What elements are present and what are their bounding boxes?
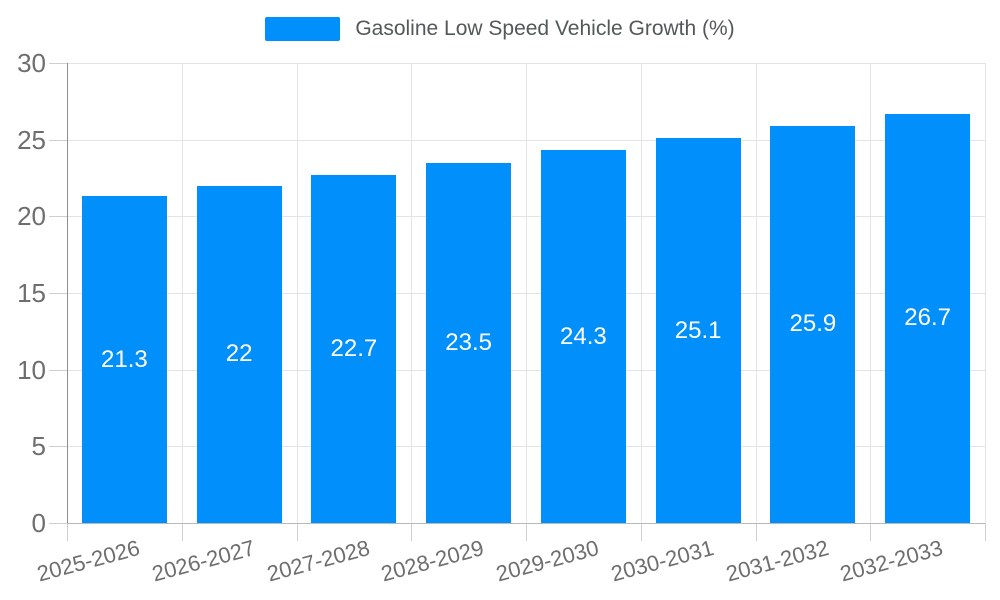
y-tick-label: 5 bbox=[31, 431, 46, 462]
bar-value-label: 23.5 bbox=[445, 328, 492, 356]
gridline-vertical bbox=[755, 63, 757, 523]
y-axis-tick bbox=[49, 63, 67, 64]
y-axis-tick bbox=[49, 216, 67, 218]
x-tick-label: 2032-2033 bbox=[837, 535, 946, 587]
y-axis-tick bbox=[49, 293, 67, 294]
bar[interactable]: 22 bbox=[196, 185, 282, 523]
bar[interactable]: 25.1 bbox=[655, 138, 741, 523]
bar[interactable]: 21.3 bbox=[81, 196, 167, 523]
legend-item[interactable]: Gasoline Low Speed Vehicle Growth (%) bbox=[0, 17, 1000, 41]
x-axis-line bbox=[67, 523, 985, 524]
gridline-vertical bbox=[526, 63, 527, 523]
x-axis-tick bbox=[985, 523, 986, 541]
gridline-vertical bbox=[296, 63, 298, 523]
x-tick-label: 2025-2026 bbox=[34, 535, 143, 587]
y-axis-line bbox=[67, 63, 68, 523]
bar[interactable]: 25.9 bbox=[770, 125, 856, 523]
bar-value-label: 26.7 bbox=[904, 304, 951, 332]
x-axis-tick bbox=[640, 523, 642, 541]
x-tick-label: 2028-2029 bbox=[378, 535, 487, 587]
x-tick-label: 2026-2027 bbox=[149, 535, 258, 587]
bar-value-label: 22 bbox=[225, 340, 253, 368]
y-axis-tick bbox=[49, 369, 67, 371]
x-tick-label: 2031-2032 bbox=[722, 535, 832, 587]
bar[interactable]: 23.5 bbox=[426, 162, 512, 523]
x-tick-label: 2030-2031 bbox=[608, 535, 717, 587]
gridline-vertical bbox=[411, 63, 413, 523]
y-tick-label: 10 bbox=[17, 354, 46, 385]
y-tick-label: 25 bbox=[17, 124, 46, 155]
legend-swatch bbox=[265, 17, 341, 41]
bar-value-label: 25.9 bbox=[789, 310, 837, 338]
x-tick-label: 2027-2028 bbox=[263, 535, 373, 587]
y-tick-label: 15 bbox=[17, 278, 46, 308]
x-tick-label: 2029-2030 bbox=[493, 535, 602, 587]
y-axis-tick bbox=[49, 139, 67, 141]
x-axis-tick bbox=[870, 523, 872, 541]
x-axis-tick bbox=[755, 523, 757, 541]
bar[interactable]: 24.3 bbox=[540, 150, 626, 523]
y-tick-label: 30 bbox=[17, 48, 46, 78]
x-axis-tick bbox=[296, 523, 298, 541]
bar-value-label: 25.1 bbox=[674, 316, 722, 344]
bar-value-label: 24.3 bbox=[560, 322, 607, 350]
x-axis-tick bbox=[67, 523, 68, 541]
gridline-vertical bbox=[640, 63, 642, 523]
bar[interactable]: 26.7 bbox=[885, 113, 971, 523]
gridline-vertical bbox=[870, 63, 872, 523]
y-axis-tick bbox=[49, 446, 67, 448]
x-axis-tick bbox=[181, 523, 183, 541]
gridline-vertical bbox=[181, 63, 183, 523]
y-tick-label: 0 bbox=[31, 508, 46, 538]
gridline-vertical bbox=[985, 63, 986, 523]
bar[interactable]: 22.7 bbox=[311, 174, 397, 523]
bar-value-label: 22.7 bbox=[330, 334, 378, 362]
x-axis-tick bbox=[526, 523, 527, 541]
legend-label: Gasoline Low Speed Vehicle Growth (%) bbox=[355, 17, 735, 40]
y-tick-label: 20 bbox=[17, 201, 46, 232]
y-axis-tick bbox=[49, 523, 67, 524]
x-axis-tick bbox=[411, 523, 413, 541]
bar-value-label: 21.3 bbox=[101, 345, 148, 373]
